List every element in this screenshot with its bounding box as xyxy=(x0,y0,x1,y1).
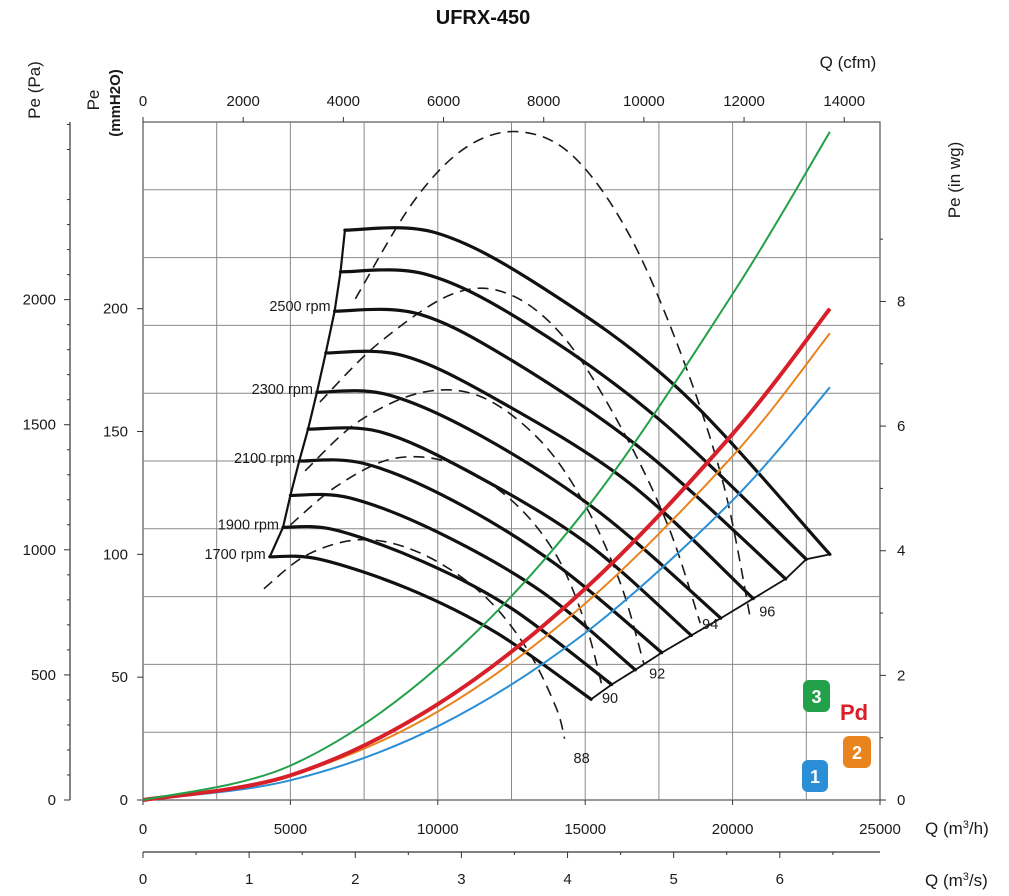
max-flow-envelope xyxy=(590,553,831,701)
rpm-label: 1700 rpm xyxy=(204,547,265,563)
y-axis-title-pa: Pe (Pa) xyxy=(25,61,44,119)
x-tick-label-cfm: 6000 xyxy=(427,93,460,110)
y-tick-label-mmh2o: 150 xyxy=(103,424,128,441)
fan-curve-2 xyxy=(281,524,614,687)
axes: 0 5000 10000 15000 20000 25000 Q (m3/h)0 1 2 3 4 5 6… xyxy=(23,53,989,890)
fan-curve-7 xyxy=(324,349,755,601)
fan-curve-3 xyxy=(288,492,637,672)
y-tick-label-mmh2o: 100 xyxy=(103,546,128,563)
badge-label-1: 1 xyxy=(810,767,820,787)
x-tick-label-m3s: 2 xyxy=(351,871,359,888)
x-tick-label-m3h: 15000 xyxy=(564,821,606,838)
badge-label-2: 2 xyxy=(852,743,862,763)
y-tick-label-inwg: 6 xyxy=(897,418,905,435)
efficiency-label: 88 xyxy=(574,751,590,767)
x-tick-label-m3h: 0 xyxy=(139,821,147,838)
pd-curve-Pd xyxy=(142,307,832,802)
efficiency-label: 90 xyxy=(602,691,618,707)
x-tick-label-cfm: 8000 xyxy=(527,93,560,110)
pd-curve-2 xyxy=(142,332,831,801)
efficiency-label: 96 xyxy=(759,604,775,620)
efficiency-label: 92 xyxy=(649,666,665,682)
shutoff-envelope xyxy=(268,229,347,558)
y-tick-label-pa: 1000 xyxy=(23,542,56,559)
axis-title-end: /s) xyxy=(969,871,988,890)
y-axis-title-mmh2o: Pe xyxy=(84,90,103,111)
badge-1 xyxy=(802,760,828,792)
y-tick-label-inwg: 0 xyxy=(897,792,905,809)
chart-title: UFRX-450 xyxy=(436,7,530,29)
rpm-label: 2500 rpm xyxy=(269,299,330,315)
x-axis-title-cfm: Q (cfm) xyxy=(820,53,877,72)
curve-labels: 2500 rpm 2300 rpm 2100 rpm 1900 rpm 1700 rpm… xyxy=(204,299,871,792)
x-tick-label-m3h: 5000 xyxy=(274,821,307,838)
y-tick-label-mmh2o: 50 xyxy=(111,669,128,686)
x-tick-label-m3h: 10000 xyxy=(417,821,459,838)
efficiency-curve-92 xyxy=(304,388,645,666)
y-tick-label-pa: 1500 xyxy=(23,417,56,434)
efficiency-label: 94 xyxy=(702,617,718,633)
pd-label: Pd xyxy=(840,700,868,725)
pd-curve-3 xyxy=(142,131,831,801)
fan-curve-1 xyxy=(268,554,593,701)
superscript: 3 xyxy=(963,819,969,831)
x-tick-label-m3s: 0 xyxy=(139,871,147,888)
y-tick-label-inwg: 2 xyxy=(897,667,905,684)
fan-curve-10 xyxy=(343,226,832,556)
efficiency-curve-88 xyxy=(263,538,566,739)
badge-3 xyxy=(803,680,830,712)
curves xyxy=(142,130,832,802)
fan-curve-6 xyxy=(315,389,723,620)
rpm-label: 1900 rpm xyxy=(218,517,279,533)
y-tick-label-mmh2o: 0 xyxy=(120,792,128,809)
x-tick-label-cfm: 14000 xyxy=(823,93,865,110)
x-tick-label-cfm: 0 xyxy=(139,93,147,110)
x-tick-label-m3s: 6 xyxy=(776,871,784,888)
y-tick-label-mmh2o: 200 xyxy=(103,301,128,318)
y-axis-unit-mmh2o: (mmH2O) xyxy=(107,69,124,137)
badge-label-3: 3 xyxy=(811,687,821,707)
x-tick-label-cfm: 10000 xyxy=(623,93,665,110)
y-tick-label-pa: 500 xyxy=(31,667,56,684)
y-tick-label-inwg: 8 xyxy=(897,293,905,310)
x-tick-label-cfm: 2000 xyxy=(226,93,259,110)
superscript: 3 xyxy=(963,871,969,883)
x-tick-label-m3h: 25000 xyxy=(859,821,901,838)
x-tick-label-m3s: 5 xyxy=(670,871,678,888)
x-tick-label-m3s: 3 xyxy=(457,871,465,888)
y-tick-label-pa: 0 xyxy=(48,792,56,809)
y-axis-title-inwg: Pe (in wg) xyxy=(945,142,964,219)
rpm-label: 2100 rpm xyxy=(234,451,295,467)
x-tick-label-m3s: 1 xyxy=(245,871,253,888)
y-tick-label-pa: 2000 xyxy=(23,292,56,309)
y-tick-label-inwg: 4 xyxy=(897,543,905,560)
efficiency-curve-96 xyxy=(354,130,752,619)
fan-curve-9 xyxy=(338,268,808,561)
x-tick-label-m3h: 20000 xyxy=(712,821,754,838)
fan-curve-4 xyxy=(297,458,664,655)
rpm-label: 2300 rpm xyxy=(252,382,313,398)
fan-curve-5 xyxy=(306,426,693,637)
x-axis-title-m3s: Q (m3/s) xyxy=(925,871,988,890)
x-tick-label-m3s: 4 xyxy=(563,871,571,888)
x-axis-title-m3h: Q (m3/h) xyxy=(925,819,989,838)
x-tick-label-cfm: 4000 xyxy=(327,93,360,110)
efficiency-curve-94 xyxy=(319,287,701,624)
badge-2 xyxy=(843,736,871,768)
pd-curve-1 xyxy=(142,386,831,801)
axis-title-end: /h) xyxy=(969,819,989,838)
x-tick-label-cfm: 12000 xyxy=(723,93,765,110)
fan-curve-8 xyxy=(333,307,788,581)
